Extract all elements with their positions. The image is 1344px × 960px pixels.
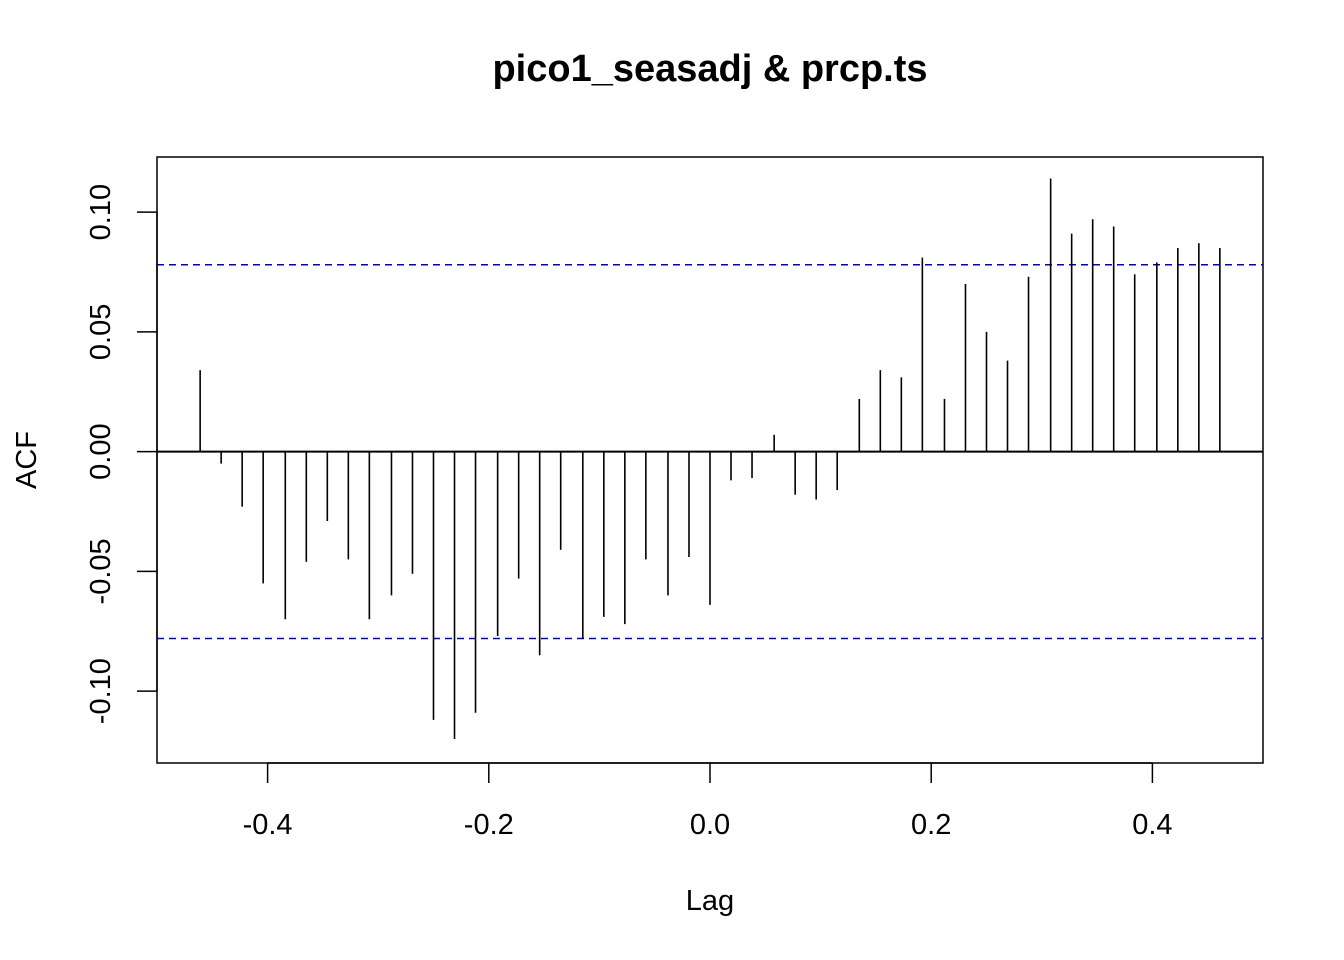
x-axis-label: Lag xyxy=(686,885,734,917)
y-tick-label: 0.05 xyxy=(85,304,117,360)
x-tick-label: 0.4 xyxy=(1132,809,1172,841)
y-tick-label: 0.00 xyxy=(85,423,117,479)
x-axis: -0.4 -0.2 0.0 0.2 0.4 xyxy=(243,762,1173,841)
chart-title: pico1_seasadj & prcp.ts xyxy=(492,48,927,90)
confidence-bounds xyxy=(157,264,1263,640)
x-tick-label: -0.2 xyxy=(464,809,514,841)
y-tick-label: -0.05 xyxy=(85,538,117,604)
x-tick-label: -0.4 xyxy=(243,809,293,841)
y-tick-label: 0.10 xyxy=(85,184,117,240)
y-axis-label: ACF xyxy=(11,431,43,489)
acf-bars xyxy=(199,178,1221,740)
y-tick-label: -0.10 xyxy=(85,658,117,724)
x-tick-label: 0.2 xyxy=(911,809,951,841)
y-axis: -0.10 -0.05 0.00 0.05 0.10 xyxy=(85,184,158,724)
x-tick-label: 0.0 xyxy=(690,809,730,841)
